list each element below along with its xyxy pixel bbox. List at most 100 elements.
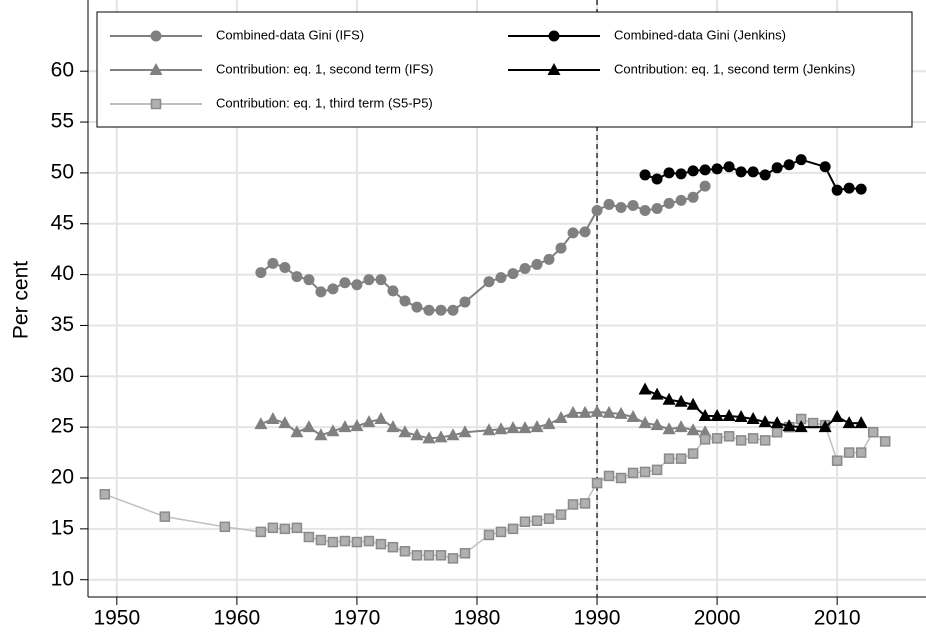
- point: [879, 436, 891, 447]
- point: [687, 165, 699, 177]
- point: [255, 526, 267, 538]
- legend-marker: [548, 30, 560, 42]
- legend-marker: [149, 63, 163, 75]
- point: [734, 409, 748, 422]
- point: [770, 416, 784, 429]
- point: [567, 499, 579, 510]
- point: [495, 272, 507, 284]
- point: [614, 406, 628, 419]
- point: [375, 538, 387, 550]
- point: [830, 409, 844, 422]
- point: [639, 169, 651, 181]
- point: [458, 425, 472, 438]
- point: [375, 274, 387, 286]
- point: [591, 205, 603, 217]
- point: [254, 417, 268, 430]
- point: [386, 420, 400, 433]
- legend-item: Contribution: eq. 1, third term (S5-P5): [110, 95, 433, 110]
- point: [314, 428, 328, 441]
- point: [867, 426, 879, 438]
- point: [555, 242, 567, 254]
- y-tick-label: 55: [51, 110, 74, 133]
- point: [554, 411, 568, 424]
- x-tick-label: 1960: [214, 607, 261, 630]
- point: [687, 191, 699, 203]
- point: [422, 431, 436, 444]
- point: [831, 184, 843, 196]
- point: [639, 205, 651, 217]
- point: [747, 433, 759, 444]
- point: [482, 423, 496, 436]
- point: [291, 522, 303, 534]
- point: [783, 159, 795, 171]
- point: [399, 545, 411, 557]
- point: [338, 420, 352, 433]
- point: [627, 199, 639, 211]
- point: [687, 448, 699, 459]
- legend-label: Combined-data Gini (IFS): [216, 27, 364, 42]
- point: [435, 550, 447, 561]
- point: [398, 425, 412, 438]
- point: [519, 516, 531, 527]
- point: [290, 425, 304, 438]
- point: [435, 304, 447, 316]
- point: [483, 529, 495, 541]
- point: [423, 304, 435, 316]
- point: [771, 162, 783, 174]
- point: [698, 408, 712, 421]
- point: [675, 453, 687, 464]
- y-tick-label: 30: [51, 364, 74, 387]
- point: [315, 534, 327, 546]
- point: [219, 521, 231, 533]
- point: [303, 531, 315, 543]
- point: [446, 428, 460, 441]
- point: [686, 397, 700, 410]
- point: [842, 416, 856, 429]
- point: [638, 382, 652, 395]
- point: [518, 421, 532, 434]
- y-tick-label: 15: [51, 516, 74, 539]
- point: [722, 408, 736, 421]
- point: [663, 453, 675, 464]
- point: [434, 430, 448, 443]
- point: [615, 201, 627, 213]
- point: [279, 261, 291, 273]
- point: [362, 415, 376, 428]
- point: [543, 253, 555, 265]
- point: [746, 412, 760, 425]
- point: [410, 428, 424, 441]
- point: [315, 286, 327, 298]
- point: [255, 267, 267, 279]
- y-tick-label: 20: [51, 466, 74, 489]
- point: [351, 536, 363, 548]
- point: [411, 550, 423, 561]
- point: [447, 304, 459, 316]
- point: [531, 515, 543, 526]
- point: [363, 274, 375, 286]
- point: [663, 197, 675, 209]
- point: [711, 163, 723, 175]
- point: [651, 464, 663, 476]
- point: [567, 227, 579, 239]
- point: [819, 161, 831, 173]
- point: [831, 455, 843, 466]
- point: [326, 424, 340, 437]
- point: [602, 405, 616, 418]
- x-tick-label: 1950: [93, 607, 140, 630]
- point: [854, 416, 868, 429]
- point: [794, 420, 808, 433]
- point: [591, 477, 603, 489]
- point: [651, 173, 663, 185]
- y-tick-label: 40: [51, 262, 74, 285]
- point: [291, 271, 303, 283]
- point: [674, 420, 688, 433]
- point: [507, 268, 519, 280]
- point: [843, 182, 855, 194]
- point: [699, 164, 711, 176]
- point: [483, 276, 495, 288]
- point: [327, 283, 339, 295]
- legend-label: Contribution: eq. 1, second term (Jenkin…: [614, 61, 855, 76]
- legend-label: Contribution: eq. 1, second term (IFS): [216, 61, 433, 76]
- point: [494, 422, 508, 435]
